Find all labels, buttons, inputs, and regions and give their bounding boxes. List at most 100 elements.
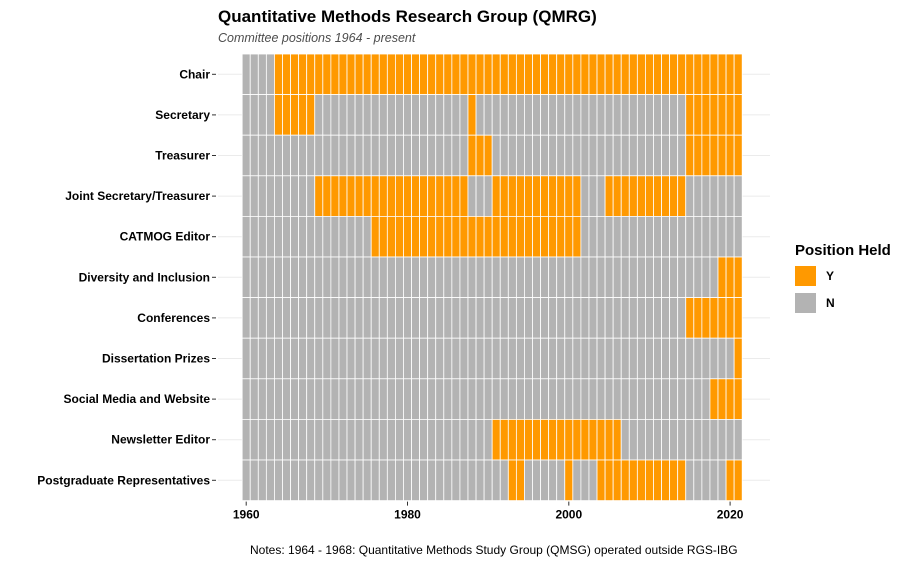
tile (427, 297, 437, 339)
tile (645, 337, 654, 380)
tile (265, 459, 275, 501)
tile (265, 256, 275, 298)
tile (435, 378, 445, 420)
tile (451, 215, 461, 258)
tile (451, 94, 461, 136)
tile (661, 134, 671, 177)
tile (475, 459, 485, 501)
tile (693, 175, 703, 217)
tile (354, 175, 364, 217)
tile (701, 378, 711, 420)
tile (572, 337, 582, 380)
tile (588, 297, 598, 339)
tile (661, 418, 671, 461)
tile (362, 53, 372, 95)
tile (451, 378, 461, 420)
tile (395, 297, 404, 339)
tile (620, 297, 630, 339)
tile (443, 134, 453, 177)
tile (580, 418, 590, 461)
tile (701, 175, 711, 217)
tile (322, 215, 332, 258)
tile (515, 337, 525, 380)
tile (556, 337, 566, 380)
tile (338, 256, 348, 298)
tile (298, 297, 308, 339)
tile (645, 418, 654, 461)
tile (346, 256, 356, 298)
tile (403, 297, 412, 339)
tile (395, 459, 404, 501)
tile (532, 175, 541, 217)
tile (677, 53, 687, 95)
tile (378, 215, 388, 258)
tile (701, 297, 711, 339)
tile (475, 297, 485, 339)
tile (354, 94, 364, 136)
tile (725, 256, 735, 298)
tile (532, 337, 541, 380)
tile (491, 53, 501, 95)
tile (653, 459, 662, 501)
tile (362, 378, 372, 420)
tile (274, 459, 283, 501)
tile (612, 378, 622, 420)
tile (620, 378, 630, 420)
tile (274, 94, 283, 136)
tile (411, 459, 420, 501)
tile (330, 134, 340, 177)
tile (669, 53, 679, 95)
tile (653, 297, 662, 339)
tile (572, 256, 582, 298)
tile (588, 53, 598, 95)
tile (378, 297, 388, 339)
tile (483, 175, 493, 217)
tile (322, 256, 332, 298)
tile (306, 418, 316, 461)
tile (370, 418, 380, 461)
tile (467, 215, 477, 258)
tile (717, 53, 727, 95)
y-tick-label: Diversity and Inclusion (79, 270, 210, 284)
tile (435, 337, 445, 380)
tile (241, 215, 251, 258)
tile (636, 134, 646, 177)
tile (241, 134, 251, 177)
tile (346, 297, 356, 339)
tile (435, 134, 445, 177)
tile (717, 256, 727, 298)
tile (677, 175, 687, 217)
tile (620, 175, 630, 217)
tile (645, 459, 654, 501)
tile (661, 337, 671, 380)
tile (257, 297, 267, 339)
tile (491, 134, 501, 177)
tile (701, 134, 711, 177)
tile (628, 459, 638, 501)
tile (717, 297, 727, 339)
y-tick-label: Social Media and Website (64, 392, 211, 406)
tile (314, 215, 324, 258)
tile (725, 459, 735, 501)
tile (346, 53, 356, 95)
tile (709, 175, 719, 217)
tile (362, 94, 372, 136)
tile (604, 459, 614, 501)
tile (459, 297, 469, 339)
x-tick-label: 1960 (233, 508, 260, 522)
tile (628, 94, 638, 136)
tile (282, 175, 291, 217)
tile (282, 256, 291, 298)
tile (677, 215, 687, 258)
tile (411, 94, 420, 136)
tile (628, 297, 638, 339)
tile (338, 53, 348, 95)
tile (274, 337, 283, 380)
tile (427, 215, 437, 258)
tile (306, 215, 316, 258)
tile (403, 459, 412, 501)
tile (677, 337, 687, 380)
tile (370, 134, 380, 177)
tile (677, 459, 687, 501)
tile (612, 297, 622, 339)
